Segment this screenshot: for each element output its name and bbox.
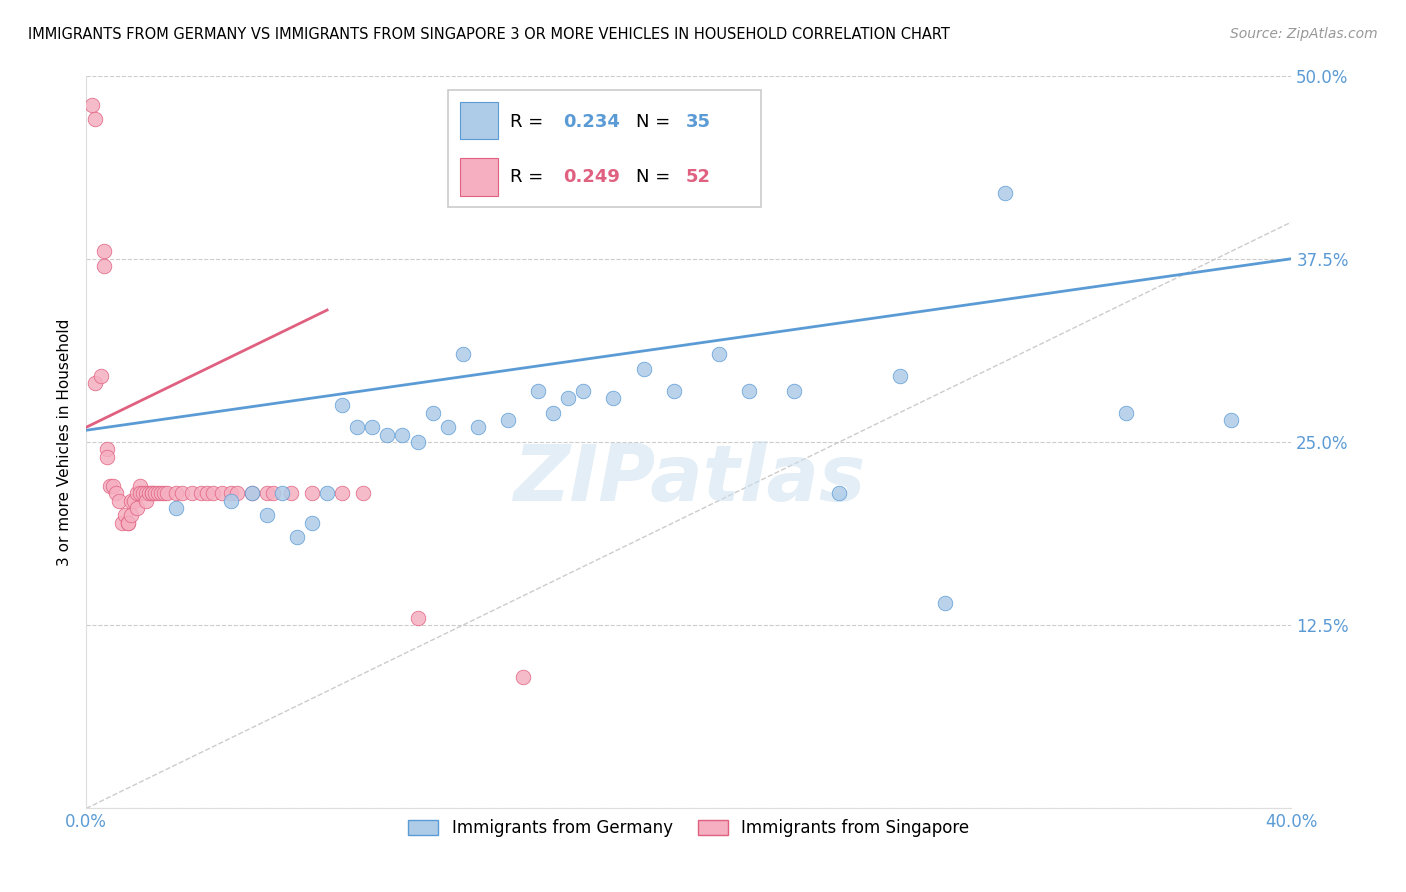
Point xyxy=(1115,406,1137,420)
Point xyxy=(190,486,212,500)
Point xyxy=(828,486,851,500)
Point xyxy=(240,486,263,500)
Point xyxy=(707,347,730,361)
Point xyxy=(361,420,384,434)
Point xyxy=(98,479,121,493)
Point xyxy=(406,434,429,449)
Point xyxy=(84,376,107,391)
Point xyxy=(127,486,149,500)
Point xyxy=(145,486,167,500)
Point xyxy=(557,391,579,405)
Point xyxy=(512,669,534,683)
Point xyxy=(93,244,115,259)
Point xyxy=(330,398,353,412)
Point xyxy=(406,611,429,625)
Point xyxy=(138,486,160,500)
Point xyxy=(240,486,263,500)
Point xyxy=(135,486,157,500)
Point xyxy=(96,450,118,464)
Point xyxy=(153,486,176,500)
Point xyxy=(330,486,353,500)
Point xyxy=(120,508,142,523)
Point xyxy=(496,413,519,427)
Point xyxy=(135,493,157,508)
Point xyxy=(301,486,323,500)
Text: IMMIGRANTS FROM GERMANY VS IMMIGRANTS FROM SINGAPORE 3 OR MORE VEHICLES IN HOUSE: IMMIGRANTS FROM GERMANY VS IMMIGRANTS FR… xyxy=(28,27,950,42)
Point xyxy=(111,516,134,530)
Point xyxy=(451,347,474,361)
Point xyxy=(436,420,458,434)
Point xyxy=(141,486,163,500)
Point xyxy=(132,486,155,500)
Point xyxy=(219,493,242,508)
Point xyxy=(148,486,170,500)
Point xyxy=(117,516,139,530)
Point xyxy=(541,406,564,420)
Point xyxy=(103,479,125,493)
Point xyxy=(105,486,128,500)
Point xyxy=(211,486,233,500)
Point xyxy=(124,493,146,508)
Point xyxy=(527,384,550,398)
Point xyxy=(127,500,149,515)
Point xyxy=(114,508,136,523)
Point xyxy=(141,486,163,500)
Legend: Immigrants from Germany, Immigrants from Singapore: Immigrants from Germany, Immigrants from… xyxy=(402,813,976,844)
Point xyxy=(602,391,624,405)
Point xyxy=(129,486,152,500)
Point xyxy=(256,486,278,500)
Point xyxy=(156,486,179,500)
Point xyxy=(467,420,489,434)
Point xyxy=(377,427,399,442)
Point xyxy=(219,486,242,500)
Point xyxy=(120,493,142,508)
Point xyxy=(96,442,118,457)
Point xyxy=(301,516,323,530)
Point xyxy=(738,384,761,398)
Point xyxy=(195,486,218,500)
Point xyxy=(90,369,112,384)
Point xyxy=(783,384,806,398)
Point xyxy=(422,406,444,420)
Point xyxy=(934,596,956,610)
Y-axis label: 3 or more Vehicles in Household: 3 or more Vehicles in Household xyxy=(58,318,72,566)
Point xyxy=(82,98,104,112)
Point xyxy=(572,384,595,398)
Text: Source: ZipAtlas.com: Source: ZipAtlas.com xyxy=(1230,27,1378,41)
Point xyxy=(346,420,368,434)
Point xyxy=(225,486,247,500)
Point xyxy=(166,500,188,515)
Point xyxy=(662,384,685,398)
Point xyxy=(280,486,302,500)
Point xyxy=(633,361,655,376)
Point xyxy=(285,530,308,544)
Point xyxy=(889,369,911,384)
Point xyxy=(108,493,131,508)
Point xyxy=(84,112,107,127)
Point xyxy=(180,486,202,500)
Text: ZIPatlas: ZIPatlas xyxy=(513,441,865,516)
Point xyxy=(994,186,1017,200)
Point xyxy=(117,516,139,530)
Point xyxy=(391,427,413,442)
Point xyxy=(201,486,224,500)
Point xyxy=(1220,413,1243,427)
Point xyxy=(129,479,152,493)
Point xyxy=(166,486,188,500)
Point xyxy=(172,486,194,500)
Point xyxy=(93,259,115,273)
Point xyxy=(352,486,374,500)
Point xyxy=(271,486,294,500)
Point xyxy=(316,486,339,500)
Point xyxy=(256,508,278,523)
Point xyxy=(150,486,173,500)
Point xyxy=(262,486,284,500)
